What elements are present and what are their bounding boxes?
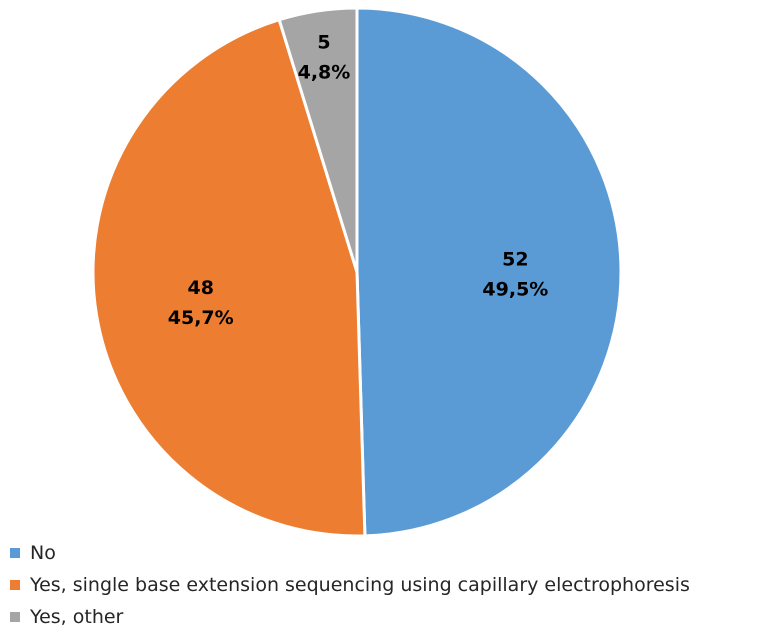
legend-swatch-no xyxy=(10,548,20,558)
pie-slice-yes-single-base xyxy=(91,18,367,538)
data-label-value-no: 52 xyxy=(502,249,528,271)
data-label-value-yes-single-base: 48 xyxy=(188,277,214,299)
chart-legend: No Yes, single base extension sequencing… xyxy=(10,537,690,633)
pie-data-labels: 52 49,5% 48 45,7% 5 4,8% xyxy=(168,32,549,329)
legend-item-no: No xyxy=(10,537,690,569)
legend-label-yes-other: Yes, other xyxy=(30,606,124,628)
data-label-percent-no: 49,5% xyxy=(482,279,548,301)
legend-label-no: No xyxy=(30,542,56,564)
pie-slice-yes-other xyxy=(277,6,359,274)
data-label-value-yes-other: 5 xyxy=(317,32,330,54)
legend-label-yes-single-base: Yes, single base extension sequencing us… xyxy=(30,574,690,596)
data-label-percent-yes-single-base: 45,7% xyxy=(168,307,234,329)
pie-slices xyxy=(91,6,623,538)
legend-swatch-yes-single-base xyxy=(10,580,20,590)
legend-swatch-yes-other xyxy=(10,612,20,622)
pie-slice-no xyxy=(355,6,623,538)
data-label-percent-yes-other: 4,8% xyxy=(298,62,351,84)
legend-item-yes-other: Yes, other xyxy=(10,601,690,633)
legend-item-yes-single-base: Yes, single base extension sequencing us… xyxy=(10,569,690,601)
